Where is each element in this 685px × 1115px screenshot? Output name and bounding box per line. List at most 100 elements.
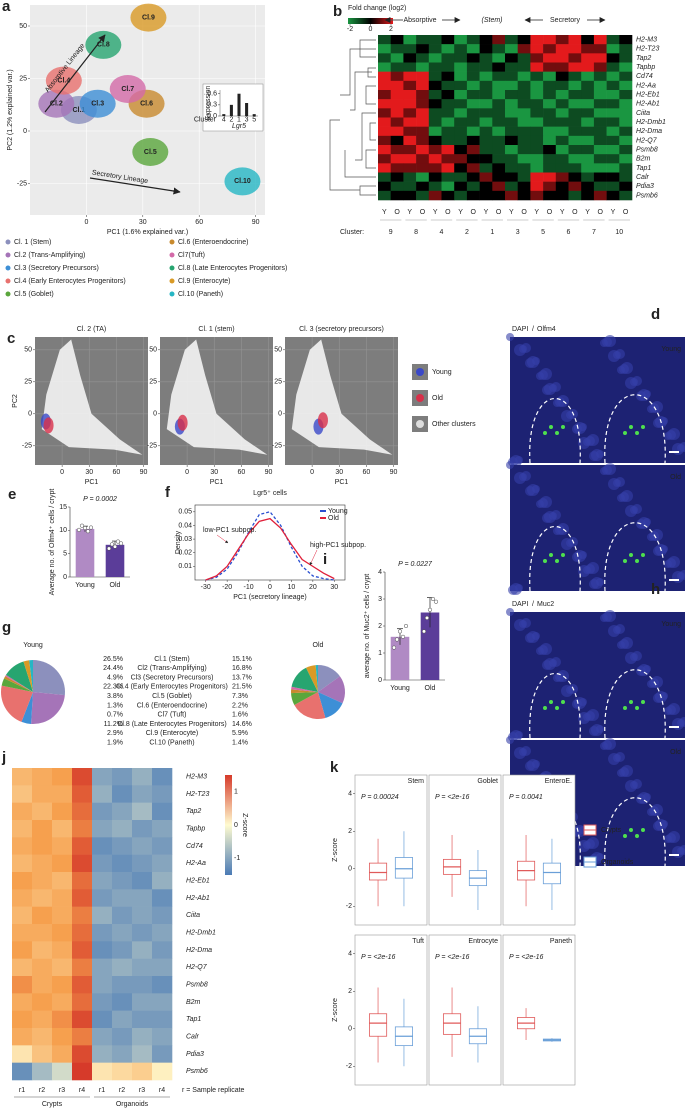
group-header: Absorptive xyxy=(403,17,436,24)
x-tick-label: 60 xyxy=(362,469,370,476)
heat-cell xyxy=(52,1045,73,1063)
heat-cell xyxy=(517,62,531,72)
heat-cell xyxy=(441,163,455,173)
panel-letter: c xyxy=(7,330,15,347)
p-value: P = <2e-16 xyxy=(509,954,543,961)
nucleus xyxy=(668,831,680,843)
heat-cell xyxy=(416,62,430,72)
heat-cell xyxy=(52,1028,73,1046)
panel-letter: h xyxy=(651,581,660,598)
nucleus xyxy=(596,450,604,458)
heat-cell xyxy=(543,190,557,201)
heat-cell xyxy=(112,854,133,873)
heat-cell xyxy=(416,108,430,118)
p-value: P = <2e-16 xyxy=(435,794,469,801)
heat-cell xyxy=(530,154,544,164)
y-tick-label: -25 xyxy=(17,180,27,187)
marker-label: Olfm4 xyxy=(537,326,556,333)
heat-cell xyxy=(530,117,544,127)
cluster-points xyxy=(43,417,54,434)
plot-title: Cl. 1 (stem) xyxy=(198,326,234,333)
heat-cell xyxy=(72,1045,93,1063)
cluster-name: Cl.5 (Goblet) xyxy=(152,693,192,700)
cluster-number: 8 xyxy=(414,229,418,236)
cluster-axis-label: Cluster: xyxy=(340,229,364,236)
heat-cell xyxy=(530,99,544,109)
cluster-label: Cl.4 xyxy=(57,77,70,84)
gene-label: H2-Aa xyxy=(636,82,656,89)
heat-cell xyxy=(72,872,93,890)
pie-slice xyxy=(291,689,318,694)
heat-cell xyxy=(132,1028,153,1046)
heat-cell xyxy=(530,71,544,82)
heat-cell xyxy=(12,1045,33,1063)
heat-cell xyxy=(112,941,133,959)
replicate-dot xyxy=(88,525,94,530)
heat-cell xyxy=(543,163,557,173)
replicate-dot xyxy=(109,542,115,547)
x-tick-label: 90 xyxy=(252,219,260,226)
heat-cell xyxy=(52,958,73,977)
gene-label: Psmb8 xyxy=(186,982,208,989)
y-axis-label: average no. of Muc2⁺ cells / crypt xyxy=(364,574,371,679)
heat-cell xyxy=(72,976,93,994)
heat-cell xyxy=(505,117,518,127)
heat-cell xyxy=(152,976,173,994)
heat-cell xyxy=(543,135,557,146)
replicate-label: r3 xyxy=(59,1087,65,1094)
heat-cell xyxy=(52,1010,73,1029)
heat-cell xyxy=(581,135,595,146)
heat-cell xyxy=(492,71,506,82)
y-tick-label: 0 xyxy=(153,411,157,418)
heat-cell xyxy=(492,90,506,100)
condition-label: O xyxy=(547,209,553,216)
micrograph xyxy=(510,465,685,591)
heat-cell xyxy=(619,135,633,146)
heat-cell xyxy=(530,172,544,182)
heat-cell xyxy=(390,181,404,192)
cluster-points xyxy=(45,66,82,95)
heat-cell xyxy=(555,181,569,192)
nucleus xyxy=(506,461,514,469)
heat-cell xyxy=(416,154,430,164)
gene-label: H2-M3 xyxy=(186,774,207,781)
heat-cell xyxy=(492,190,506,201)
heat-cell xyxy=(441,181,455,192)
heat-cell xyxy=(606,172,620,182)
heat-cell xyxy=(12,768,33,786)
panel-letter: j xyxy=(1,749,6,766)
heat-cell xyxy=(152,958,173,977)
heat-cell xyxy=(530,181,544,192)
heat-cell xyxy=(112,802,133,821)
cluster-number: 3 xyxy=(516,229,520,236)
marker-label: Muc2 xyxy=(537,601,554,608)
heat-cell xyxy=(581,62,595,72)
heat-cell xyxy=(619,44,633,54)
replicate-label: r4 xyxy=(159,1087,165,1094)
nucleus xyxy=(651,401,663,413)
y-tick-label: 0 xyxy=(23,128,27,135)
heat-cell xyxy=(72,993,93,1011)
heat-cell xyxy=(466,154,480,164)
heat-cell xyxy=(378,181,391,192)
inset-category: 3 xyxy=(245,116,249,123)
heat-cell xyxy=(492,44,506,54)
heat-cell xyxy=(152,785,173,803)
nucleus xyxy=(515,456,523,464)
heat-cell xyxy=(132,924,153,942)
heat-cell xyxy=(568,154,582,164)
heat-cell xyxy=(479,90,493,100)
heat-cell xyxy=(568,117,582,127)
panel-letter: f xyxy=(165,484,171,501)
heat-cell xyxy=(428,181,442,192)
heat-cell xyxy=(403,71,417,82)
nucleus xyxy=(632,376,642,386)
heat-cell xyxy=(619,53,633,63)
heat-cell xyxy=(555,154,569,164)
condition-label: O xyxy=(496,209,502,216)
marker-cell xyxy=(629,425,633,429)
heat-cell xyxy=(441,80,455,91)
gene-label: Ciita xyxy=(636,110,650,117)
gene-label: Tap1 xyxy=(186,1016,201,1023)
heat-cell xyxy=(606,154,620,164)
